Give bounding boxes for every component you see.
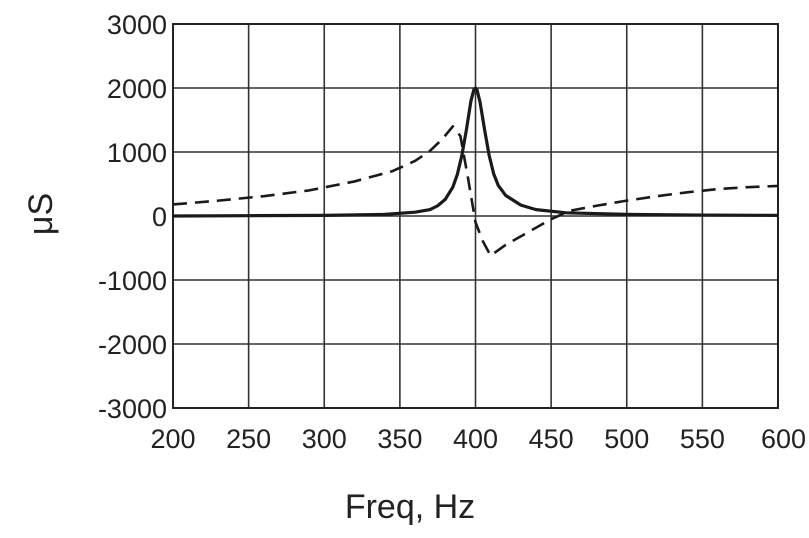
y-tick-label: -2000 — [98, 330, 167, 360]
y-tick-label: -1000 — [98, 266, 167, 296]
x-tick-label: 300 — [302, 424, 347, 454]
y-tick-label: 0 — [152, 202, 167, 232]
solid-series-line — [172, 86, 779, 218]
x-tick-label: 600 — [761, 424, 806, 454]
x-tick-label: 200 — [150, 424, 195, 454]
series-group — [172, 86, 779, 257]
x-tick-label: 550 — [680, 424, 725, 454]
y-tick-label: -3000 — [98, 394, 167, 424]
y-tick-label: 3000 — [107, 10, 167, 40]
x-tick-label: 400 — [453, 424, 498, 454]
y-tick-label: 2000 — [107, 74, 167, 104]
x-tick-labels: 200 250 300 350 400 450 500 550 600 — [150, 424, 806, 454]
y-tick-labels: 3000 2000 1000 0 -1000 -2000 -3000 — [98, 10, 167, 424]
x-tick-label: 250 — [226, 424, 271, 454]
x-tick-label: 500 — [604, 424, 649, 454]
y-tick-label: 1000 — [107, 138, 167, 168]
x-axis-title: Freq, Hz — [345, 488, 475, 526]
x-tick-label: 450 — [529, 424, 574, 454]
dashed-series-line — [172, 125, 779, 257]
y-axis-title: μS — [22, 193, 60, 235]
x-tick-label: 350 — [377, 424, 422, 454]
